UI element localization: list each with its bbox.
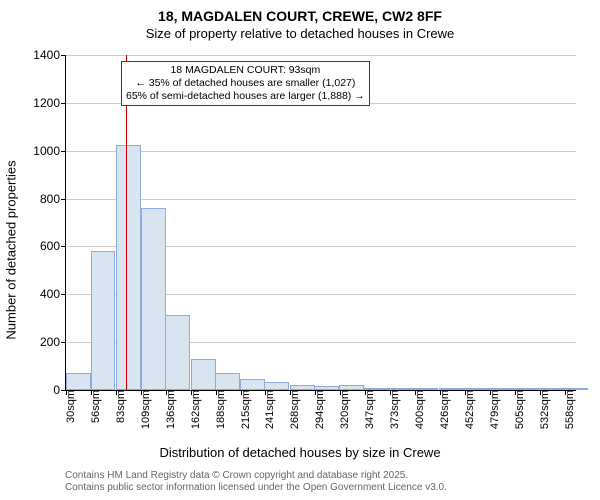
xtick-label: 373sqm [387, 390, 401, 429]
xtick-label: 268sqm [287, 390, 301, 429]
ytick-label: 400 [40, 287, 66, 301]
xtick-label: 505sqm [512, 390, 526, 429]
annotation-line1: 18 MAGDALEN COURT: 93sqm [126, 64, 365, 77]
xtick-label: 426sqm [437, 390, 451, 429]
histogram-bar [264, 382, 289, 390]
xtick-label: 215sqm [238, 390, 252, 429]
histogram-bar [141, 208, 166, 390]
histogram-bar [116, 145, 141, 390]
histogram-bar [91, 251, 116, 390]
xtick-label: 136sqm [163, 390, 177, 429]
xtick-label: 241sqm [262, 390, 276, 429]
xtick-label: 30sqm [63, 390, 77, 423]
ytick-label: 1200 [33, 96, 66, 110]
xtick-label: 558sqm [562, 390, 576, 429]
histogram-bar [66, 373, 91, 390]
histogram-bar [240, 379, 265, 390]
ytick-label: 1400 [33, 48, 66, 62]
xtick-label: 400sqm [412, 390, 426, 429]
xtick-label: 532sqm [537, 390, 551, 429]
gridline-h [66, 55, 576, 56]
annotation-line3: 65% of semi-detached houses are larger (… [126, 90, 365, 103]
chart-container: 18, MAGDALEN COURT, CREWE, CW2 8FF Size … [0, 0, 600, 500]
xtick-label: 294sqm [312, 390, 326, 429]
footer-line2: Contains public sector information licen… [65, 482, 447, 494]
xtick-label: 56sqm [88, 390, 102, 423]
footer-text: Contains HM Land Registry data © Crown c… [65, 470, 447, 494]
histogram-bar [215, 373, 240, 390]
annotation-box: 18 MAGDALEN COURT: 93sqm ← 35% of detach… [121, 61, 370, 106]
title-sub: Size of property relative to detached ho… [0, 26, 600, 41]
y-axis-label: Number of detached properties [3, 160, 18, 339]
title-main: 18, MAGDALEN COURT, CREWE, CW2 8FF [0, 8, 600, 24]
x-axis-label: Distribution of detached houses by size … [0, 445, 600, 460]
histogram-bar [165, 315, 190, 390]
xtick-label: 452sqm [462, 390, 476, 429]
xtick-label: 162sqm [188, 390, 202, 429]
histogram-bar [191, 359, 216, 390]
ytick-label: 800 [40, 192, 66, 206]
xtick-label: 188sqm [213, 390, 227, 429]
annotation-line2: ← 35% of detached houses are smaller (1,… [126, 77, 365, 90]
gridline-h [66, 199, 576, 200]
gridline-h [66, 151, 576, 152]
footer-line1: Contains HM Land Registry data © Crown c… [65, 470, 447, 482]
ytick-label: 600 [40, 239, 66, 253]
xtick-label: 83sqm [113, 390, 127, 423]
xtick-label: 109sqm [138, 390, 152, 429]
ytick-label: 1000 [33, 144, 66, 158]
ytick-label: 200 [40, 335, 66, 349]
xtick-label: 479sqm [487, 390, 501, 429]
xtick-label: 347sqm [362, 390, 376, 429]
plot-area: 020040060080010001200140030sqm56sqm83sqm… [65, 55, 576, 391]
xtick-label: 320sqm [337, 390, 351, 429]
